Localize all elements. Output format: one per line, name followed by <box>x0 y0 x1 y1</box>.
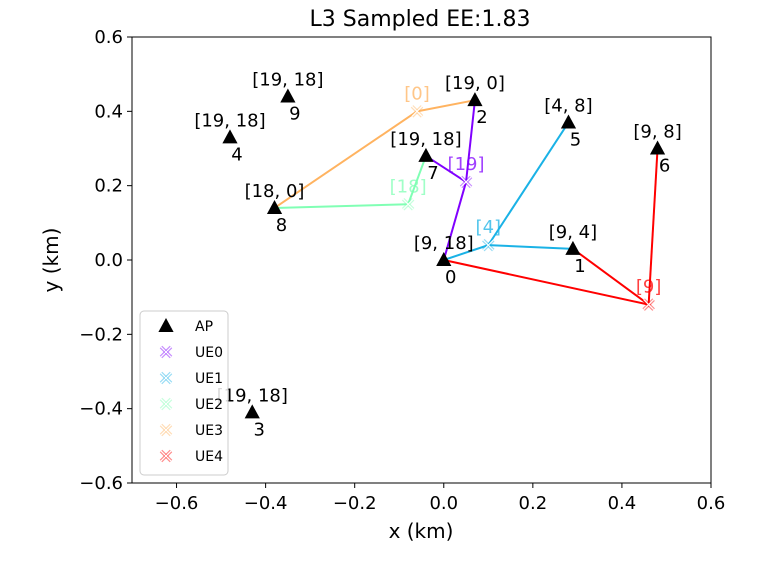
ap-marker-0 <box>436 252 452 266</box>
link-ue1-ap0 <box>443 244 489 261</box>
link-ue2-ap8 <box>274 203 409 209</box>
legend-label-ue3: UE3 <box>195 423 223 439</box>
legend-marker-ue2 <box>159 397 173 411</box>
legend-marker-ue0 <box>159 345 173 359</box>
legend: AP UE0 UE1 UE2 UE3 UE4 <box>139 310 229 476</box>
legend-label-ue2: UE2 <box>195 397 223 413</box>
y-axis-label: y (km) <box>39 228 63 293</box>
ap-marker-6 <box>649 140 666 155</box>
y-tick-label: −0.2 <box>79 324 123 345</box>
ue-label-3: [0] <box>404 83 430 104</box>
ap-index-1: 1 <box>574 256 585 277</box>
ap-index-0: 0 <box>445 267 456 288</box>
legend-cross-1-d <box>160 346 172 358</box>
ue-cross-4-d <box>643 299 655 311</box>
ap-label-2: [19, 0] <box>445 73 505 94</box>
point-labels: [19] [4] [18] [0] [9] [9, 18] 0 [9, 4] 1 [19, 0] 2… <box>194 69 681 440</box>
ue-marker-0 <box>459 175 473 189</box>
link-ue3-ap2 <box>416 99 476 113</box>
x-axis-ticks: −0.6 −0.4 −0.2 0.0 0.2 0.4 0.6 <box>155 483 726 514</box>
ap-marker-7 <box>418 147 434 162</box>
ap-label-8: [18, 0] <box>245 181 305 202</box>
x-tick-label: 0.0 <box>429 493 458 514</box>
legend-cross-5-d <box>160 450 172 462</box>
ap-label-3: [19, 18] <box>217 385 288 406</box>
link-ue1-ap1 <box>488 244 573 250</box>
legend-label-ue0: UE0 <box>195 345 223 361</box>
ue-markers <box>401 105 655 311</box>
ap-index-6: 6 <box>659 156 670 177</box>
y-tick-label: 0.0 <box>94 250 123 271</box>
x-axis-label: x (km) <box>389 519 454 543</box>
ap-markers <box>222 88 666 419</box>
legend-marker-ue1 <box>159 371 173 385</box>
ue-marker-4 <box>642 298 655 311</box>
y-tick-label: 0.6 <box>94 27 123 48</box>
ue-cross-1-d <box>482 239 494 251</box>
link-ue2-ap7 <box>407 155 427 205</box>
link-ue4-ap1 <box>572 248 650 306</box>
y-tick-label: 0.4 <box>94 101 123 122</box>
ap-label-6: [9, 8] <box>633 122 681 143</box>
y-tick-label: 0.2 <box>94 176 123 197</box>
y-axis-ticks: −0.6 −0.4 −0.2 0.0 0.2 0.4 0.6 <box>79 27 132 494</box>
link-ue1-ap5 <box>487 121 570 246</box>
x-tick-label: −0.4 <box>244 493 288 514</box>
legend-marker-ue4 <box>159 449 173 463</box>
ap-marker-1 <box>565 240 581 255</box>
ap-marker-4 <box>222 129 238 144</box>
ap-index-9: 9 <box>289 103 300 124</box>
link-ue4-ap0 <box>443 259 649 306</box>
ue-cross-3-d <box>411 105 423 117</box>
ue-label-4: [9] <box>636 277 662 298</box>
legend-cross-3-d <box>160 398 172 410</box>
y-tick-label: −0.6 <box>79 473 123 494</box>
x-tick-label: 0.4 <box>608 493 637 514</box>
link-ue3-ap8 <box>273 110 418 209</box>
ap-index-8: 8 <box>276 215 287 236</box>
x-tick-label: −0.6 <box>155 493 199 514</box>
ap-index-4: 4 <box>231 144 242 165</box>
ap-marker-5 <box>560 114 577 129</box>
ap-index-2: 2 <box>476 107 487 128</box>
ap-label-7: [19, 18] <box>390 129 461 150</box>
x-tick-label: −0.2 <box>333 493 377 514</box>
ue-marker-1 <box>482 238 495 252</box>
legend-cross-2-d <box>160 372 172 384</box>
ue-cross-0-d <box>460 176 472 188</box>
ue-cross-2-d <box>402 198 414 210</box>
ue-marker-3 <box>410 105 424 118</box>
chart-title: L3 Sampled EE:1.83 <box>310 7 531 32</box>
ue-label-1: [4] <box>476 217 502 238</box>
ap-marker-2 <box>467 92 483 107</box>
ue-label-2: [18] <box>390 176 427 197</box>
ap-index-3: 3 <box>254 419 265 440</box>
link-ue4-ap6 <box>647 148 659 305</box>
connection-lines <box>273 99 659 306</box>
legend-label-ue4: UE4 <box>195 449 223 465</box>
ap-label-1: [9, 4] <box>549 222 597 243</box>
ap-index-7: 7 <box>427 163 438 184</box>
link-ue0-ap2 <box>465 100 476 183</box>
link-ue0-ap0 <box>442 181 468 261</box>
x-tick-label: 0.2 <box>519 493 548 514</box>
legend-marker-ap <box>158 318 174 332</box>
ap-marker-8 <box>266 199 283 214</box>
legend-label-ue1: UE1 <box>195 371 223 387</box>
ap-label-9: [19, 18] <box>252 69 323 90</box>
ap-label-0: [9, 18] <box>414 233 474 254</box>
legend-marker-ue3 <box>159 423 173 437</box>
ap-label-4: [19, 18] <box>194 110 265 131</box>
ap-label-5: [4, 8] <box>544 95 592 116</box>
ap-index-5: 5 <box>570 129 581 150</box>
ue-label-0: [19] <box>448 154 485 175</box>
ue-marker-2 <box>401 198 415 211</box>
x-tick-label: 0.6 <box>697 493 726 514</box>
y-tick-label: −0.4 <box>79 399 123 420</box>
ap-marker-3 <box>244 404 260 419</box>
legend-label-ap: AP <box>195 319 213 335</box>
legend-cross-4-d <box>160 424 172 436</box>
ap-marker-9 <box>280 88 296 103</box>
